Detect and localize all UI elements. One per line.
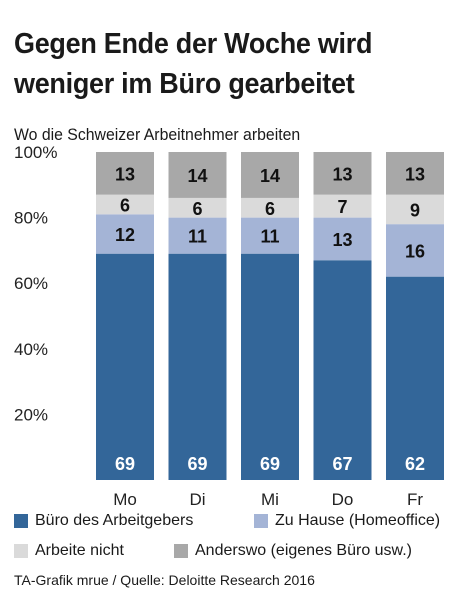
- bar-segment: [96, 214, 154, 254]
- legend-label-buero: Büro des Arbeitgebers: [35, 512, 194, 529]
- bar-value-label: 69: [187, 454, 207, 474]
- bar-value-label: 6: [265, 199, 275, 219]
- y-tick-label: 60%: [14, 274, 48, 293]
- bar-segment: [96, 194, 154, 215]
- legend-item-nicht: Arbeite nicht: [14, 542, 124, 560]
- legend-swatch-buero: [14, 514, 28, 528]
- chart-title: Gegen Ende der Woche wird weniger im Bür…: [14, 28, 373, 100]
- bar-value-label: 13: [405, 164, 425, 184]
- bar-value-label: 7: [337, 197, 347, 217]
- x-tick-label: Do: [332, 490, 354, 509]
- bar-value-label: 69: [115, 454, 135, 474]
- y-tick-label: 40%: [14, 340, 48, 359]
- bar-value-label: 13: [115, 164, 135, 184]
- bar-value-label: 11: [188, 227, 207, 247]
- bar-value-label: 16: [405, 241, 425, 261]
- legend-label-nicht: Arbeite nicht: [35, 542, 124, 559]
- bar-segment: [168, 197, 227, 218]
- bar-value-label: 6: [120, 195, 130, 215]
- bar-segment: [313, 217, 372, 261]
- bar-value-label: 13: [332, 164, 352, 184]
- bar-value-label: 69: [260, 454, 280, 474]
- legend-swatch-anderswo: [174, 544, 188, 558]
- bar-segment: [168, 152, 227, 198]
- bar-value-label: 14: [187, 166, 207, 186]
- x-tick-label: Di: [189, 490, 205, 509]
- bar-segment: [386, 224, 444, 277]
- x-tick-label: Mi: [261, 490, 279, 509]
- bar-value-label: 12: [115, 225, 135, 245]
- bar-value-label: 13: [332, 230, 352, 250]
- y-tick-label: 20%: [14, 405, 48, 424]
- legend-item-buero: Büro des Arbeitgebers: [14, 512, 193, 530]
- bar-segment: [241, 152, 299, 198]
- legend-label-zuhause: Zu Hause (Homeoffice): [275, 512, 441, 529]
- bar-value-label: 14: [260, 166, 280, 186]
- x-tick-label: Fr: [407, 490, 423, 509]
- bar-segment: [241, 217, 299, 254]
- bar-value-label: 6: [192, 199, 202, 219]
- bar-value-label: 11: [260, 227, 279, 247]
- bar-value-label: 67: [332, 454, 352, 474]
- bar-segment: [241, 197, 299, 218]
- source-note: TA-Grafik mrue / Quelle: Deloitte Resear…: [14, 572, 315, 588]
- legend-swatch-nicht: [14, 544, 28, 558]
- bar-segment: [313, 152, 372, 195]
- bar-segment: [168, 253, 227, 480]
- bar-segment: [168, 217, 227, 254]
- bar-segment: [386, 276, 444, 480]
- bar-segment: [96, 152, 154, 195]
- legend-item-zuhause: Zu Hause (Homeoffice): [254, 512, 440, 530]
- legend-item-anderswo: Anderswo (eigenes Büro usw.): [174, 542, 412, 560]
- x-tick-label: Mo: [113, 490, 137, 509]
- bar-segment: [241, 253, 299, 480]
- stacked-bar-chart: 20% 40% 60% 80% 100% 69 12 6 13 Mo 69 11 6 14 Di 69 11 6 1…: [14, 143, 444, 509]
- chart-subtitle: Wo die Schweizer Arbeitnehmer arbeiten: [14, 125, 301, 144]
- bar-value-label: 62: [405, 454, 425, 474]
- bar-segment: [386, 152, 444, 195]
- y-tick-label: 100%: [14, 143, 57, 162]
- legend-label-anderswo: Anderswo (eigenes Büro usw.): [195, 542, 412, 559]
- legend-swatch-zuhause: [254, 514, 268, 528]
- y-tick-label: 80%: [14, 209, 48, 228]
- bar-segment: [96, 253, 154, 480]
- bar-value-label: 9: [410, 200, 420, 220]
- bar-segment: [313, 260, 372, 480]
- bar-segment: [386, 194, 444, 225]
- bar-segment: [313, 194, 372, 218]
